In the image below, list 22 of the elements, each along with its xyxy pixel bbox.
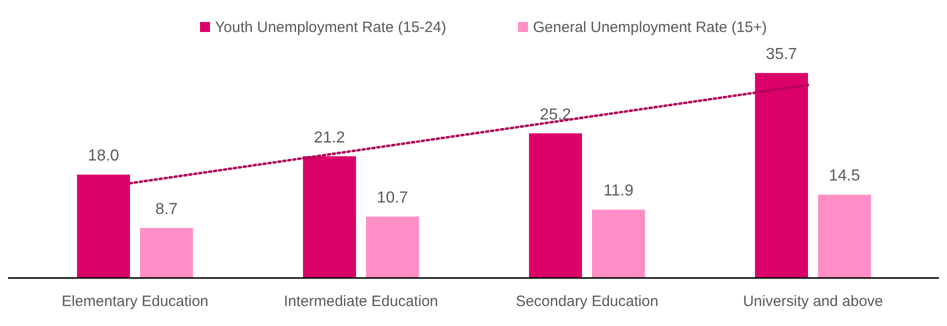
bar xyxy=(77,174,130,278)
legend-label: General Unemployment Rate (15+) xyxy=(533,19,767,36)
bar xyxy=(818,194,871,278)
data-label: 10.7 xyxy=(376,190,408,207)
data-label: 8.7 xyxy=(155,201,178,218)
bar xyxy=(303,156,356,278)
bar xyxy=(592,210,645,278)
x-tick-label: University and above xyxy=(742,293,884,310)
legend-label: Youth Unemployment Rate (15-24) xyxy=(215,19,446,36)
data-label: 11.9 xyxy=(604,182,634,200)
x-tick-label: Elementary Education xyxy=(62,293,208,310)
data-label: 18.0 xyxy=(88,148,120,165)
bar xyxy=(366,216,419,278)
x-tick-label: Intermediate Education xyxy=(284,293,438,310)
data-label: 35.7 xyxy=(766,46,798,63)
x-tick-label: Secondary Education xyxy=(516,293,658,310)
bar xyxy=(140,228,193,278)
bar xyxy=(755,73,808,278)
bar xyxy=(529,133,582,278)
data-label: 21.2 xyxy=(314,129,346,146)
data-label: 14.5 xyxy=(828,168,860,185)
data-label: 25.2 xyxy=(540,106,572,124)
